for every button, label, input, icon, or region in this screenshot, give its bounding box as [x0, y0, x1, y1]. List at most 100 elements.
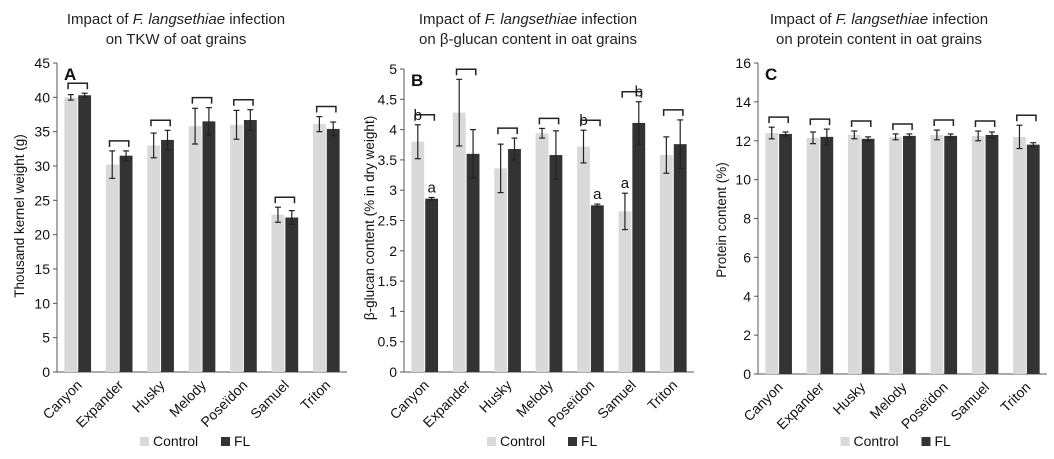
chart-svg-beta-glucan: 0 0.5 1 1.5 2 2.5 3 3.5 4 4.5 5 β-glucan content (%…: [362, 61, 694, 449]
comparison-bracket: [892, 123, 913, 130]
bar-control: [312, 124, 326, 372]
x-tick-label: Samuel: [947, 379, 992, 424]
bar-fl: [820, 136, 834, 374]
legend-swatch: [487, 437, 496, 446]
title-pathogen: F. langsethiae: [484, 11, 578, 28]
bar-fl: [425, 198, 439, 372]
x-tick-label: Triton: [644, 377, 680, 413]
bar-fl: [944, 135, 958, 374]
chart-panel-protein: Impact of F. langsethiae infection on pr…: [704, 0, 1054, 459]
y-tick-label: 45: [34, 55, 50, 71]
comparison-bracket: [455, 68, 477, 76]
y-tick-label: 4: [389, 122, 397, 138]
y-tick-label: 5: [389, 61, 397, 77]
bar-control: [271, 214, 285, 372]
bar-fl: [861, 138, 875, 374]
bar-control: [659, 155, 673, 372]
bar-control: [105, 164, 119, 372]
bar-control: [1013, 136, 1026, 374]
bar-fl: [285, 217, 299, 372]
bar-fl: [326, 128, 340, 372]
comparison-bracket: [809, 118, 831, 126]
y-tick-label: 2.5: [378, 213, 398, 229]
bar-fl: [202, 121, 216, 372]
y-tick-label: 25: [34, 192, 50, 208]
bar-control: [806, 137, 820, 374]
y-tick-label: 20: [34, 227, 50, 243]
y-tick-label: 30: [34, 158, 50, 174]
title-suffix: infection: [577, 11, 638, 28]
y-tick-label: 0: [42, 364, 50, 380]
bar-control: [230, 124, 243, 372]
title-prefix: Impact of: [418, 11, 485, 28]
bar-control: [618, 211, 632, 372]
x-tick-label: Samuel: [247, 377, 292, 422]
panel-letter: B: [411, 71, 423, 90]
y-tick-label: 6: [743, 249, 751, 265]
comparison-bracket: [850, 120, 872, 128]
title-line-2: on protein content in oat grains: [776, 31, 982, 48]
comparison-bracket: [315, 105, 337, 113]
significance-letter: a: [593, 186, 602, 203]
chart-svg-tkw: 0 5 10 15 20 25 30 35 40 45 Thousand kernel weight…: [12, 55, 347, 449]
bar-fl: [508, 148, 521, 372]
bar-control: [971, 135, 985, 374]
bar-control: [494, 168, 508, 372]
comparison-bracket: [414, 114, 436, 121]
legend-label: FL: [581, 433, 598, 449]
title-pathogen: F. langsethiae: [132, 11, 226, 28]
bar-control: [64, 97, 78, 372]
legend-swatch: [221, 437, 230, 446]
comparison-bracket: [191, 96, 213, 104]
y-tick-label: 12: [735, 133, 751, 149]
x-tick-label: Husky: [476, 377, 515, 416]
bar-control: [452, 112, 466, 373]
x-tick-label: Husky: [129, 377, 168, 416]
bar-control: [847, 134, 861, 374]
bar-fl: [549, 155, 563, 372]
y-tick-label: 3: [389, 182, 397, 198]
title-prefix: Impact of: [66, 11, 133, 28]
bar-control: [147, 145, 161, 372]
comparison-bracket: [768, 116, 789, 124]
bar-control: [188, 126, 202, 372]
chart-panel-tkw: Impact of F. langsethiae infection on TK…: [0, 0, 352, 459]
comparison-bracket: [621, 90, 643, 98]
y-tick-label: 15: [34, 261, 50, 277]
bar-control: [930, 134, 944, 374]
y-tick-label: 16: [735, 55, 751, 71]
legend-label: Control: [854, 433, 899, 449]
comparison-bracket: [1016, 114, 1037, 122]
bar-fl: [161, 139, 174, 372]
comparison-bracket: [662, 109, 684, 116]
bar-fl: [590, 205, 604, 372]
legend-swatch: [568, 437, 577, 446]
y-tick-label: 0: [743, 366, 751, 382]
chart-title: Impact of F. langsethiae infection on TK…: [0, 10, 352, 50]
comparison-bracket: [974, 120, 996, 128]
comparison-bracket: [67, 82, 89, 90]
title-suffix: infection: [928, 11, 989, 28]
y-axis-label: Protein content (%): [714, 162, 729, 278]
chart-panel-beta-glucan: Impact of F. langsethiae infection on β-…: [352, 0, 704, 459]
legend-label: FL: [935, 433, 952, 449]
x-tick-label: Samuel: [594, 377, 639, 422]
chart-title: Impact of F. langsethiae infection on pr…: [704, 10, 1054, 50]
title-pathogen: F. langsethiae: [835, 11, 929, 28]
bar-fl: [985, 134, 999, 374]
x-tick-label: Triton: [997, 379, 1033, 415]
legend-label: Control: [500, 433, 545, 449]
bar-control: [889, 136, 902, 374]
bar-fl: [119, 155, 133, 372]
y-tick-label: 1: [389, 303, 397, 319]
y-tick-label: 3.5: [378, 152, 398, 168]
y-tick-label: 0: [389, 364, 397, 380]
y-tick-label: 2: [389, 243, 397, 259]
bar-fl: [243, 119, 257, 372]
y-tick-label: 2: [743, 327, 751, 343]
bar-fl: [779, 133, 792, 374]
significance-letter: a: [621, 175, 630, 192]
bar-fl: [78, 95, 92, 373]
bar-control: [535, 133, 549, 372]
